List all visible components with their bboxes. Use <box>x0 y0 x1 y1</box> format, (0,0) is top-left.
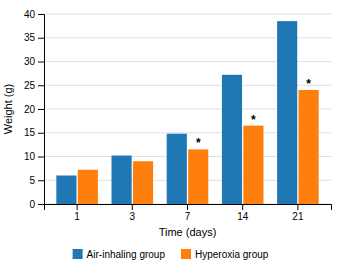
tick-label: 3 <box>130 211 136 222</box>
x-axis: 1 3 7 14 21 <box>45 204 332 222</box>
legend-item: Hyperoxia group <box>181 249 269 260</box>
tick-mark <box>38 204 44 205</box>
tick-label: 20 <box>24 104 36 115</box>
grid-line <box>44 14 331 15</box>
tick-label: 40 <box>24 9 36 20</box>
legend-label: Hyperoxia group <box>195 249 269 260</box>
tick-mark <box>38 157 44 158</box>
tick: 7 <box>185 204 191 222</box>
bars <box>56 21 318 204</box>
axis-line <box>38 15 45 205</box>
tick: 5 <box>29 175 44 186</box>
bar <box>277 21 297 204</box>
tick-mark <box>297 204 298 210</box>
annotations: * * * <box>196 77 311 150</box>
bar <box>243 126 263 204</box>
tick: 35 <box>24 32 44 43</box>
tick-label: 1 <box>74 211 80 222</box>
tick-mark <box>38 109 44 110</box>
y-axis-title: Weight (g) <box>2 84 14 135</box>
tick-mark <box>38 133 44 134</box>
bar <box>78 170 98 204</box>
axis-line <box>45 205 332 211</box>
tick: 21 <box>292 204 304 222</box>
tick-mark <box>38 180 44 181</box>
annotation: * <box>196 136 201 150</box>
bar <box>167 134 187 204</box>
tick-label: 21 <box>292 211 304 222</box>
tick-mark <box>38 38 44 39</box>
tick-mark <box>38 62 44 63</box>
tick: 1 <box>74 204 80 222</box>
tick-mark <box>187 204 188 210</box>
legend-item: Air-inhaling group <box>73 249 166 260</box>
tick-label: 14 <box>237 211 249 222</box>
tick-mark <box>38 14 44 15</box>
tick-label: 25 <box>24 80 36 91</box>
bar <box>222 75 242 204</box>
tick-label: 10 <box>24 151 36 162</box>
bar <box>188 149 208 204</box>
tick: 15 <box>24 127 44 138</box>
tick: 20 <box>24 104 44 115</box>
tick-label: 5 <box>29 175 35 186</box>
tick: 0 <box>29 199 44 210</box>
tick-label: 35 <box>24 32 36 43</box>
legend-label: Air-inhaling group <box>87 249 166 260</box>
legend: Air-inhaling group Hyperoxia group <box>73 249 269 260</box>
tick-label: 30 <box>24 56 36 67</box>
chart: 0 5 10 15 20 25 30 35 40 1 3 7 14 21 * * * Time (days) Wei… <box>0 0 341 276</box>
bar <box>112 156 132 204</box>
tick-mark <box>242 204 243 210</box>
x-axis-title: Time (days) <box>159 226 217 238</box>
tick: 25 <box>24 80 44 91</box>
y-axis: 0 5 10 15 20 25 30 35 40 <box>24 9 45 210</box>
tick: 3 <box>130 204 136 222</box>
bar <box>133 161 153 204</box>
tick: 14 <box>237 204 249 222</box>
bar <box>299 90 319 204</box>
annotation: * <box>251 113 256 127</box>
tick-mark <box>132 204 133 210</box>
bar <box>56 176 76 205</box>
plot: 0 5 10 15 20 25 30 35 40 1 3 7 14 21 * * * <box>24 9 332 222</box>
grid <box>44 14 331 204</box>
annotation: * <box>306 77 311 91</box>
tick-label: 15 <box>24 127 36 138</box>
legend-swatch <box>181 249 191 259</box>
tick: 40 <box>24 9 44 20</box>
tick-label: 7 <box>185 211 191 222</box>
tick: 30 <box>24 56 44 67</box>
tick: 10 <box>24 151 44 162</box>
tick-mark <box>38 85 44 86</box>
tick-label: 0 <box>29 199 35 210</box>
legend-swatch <box>73 249 83 259</box>
tick-mark <box>77 204 78 210</box>
